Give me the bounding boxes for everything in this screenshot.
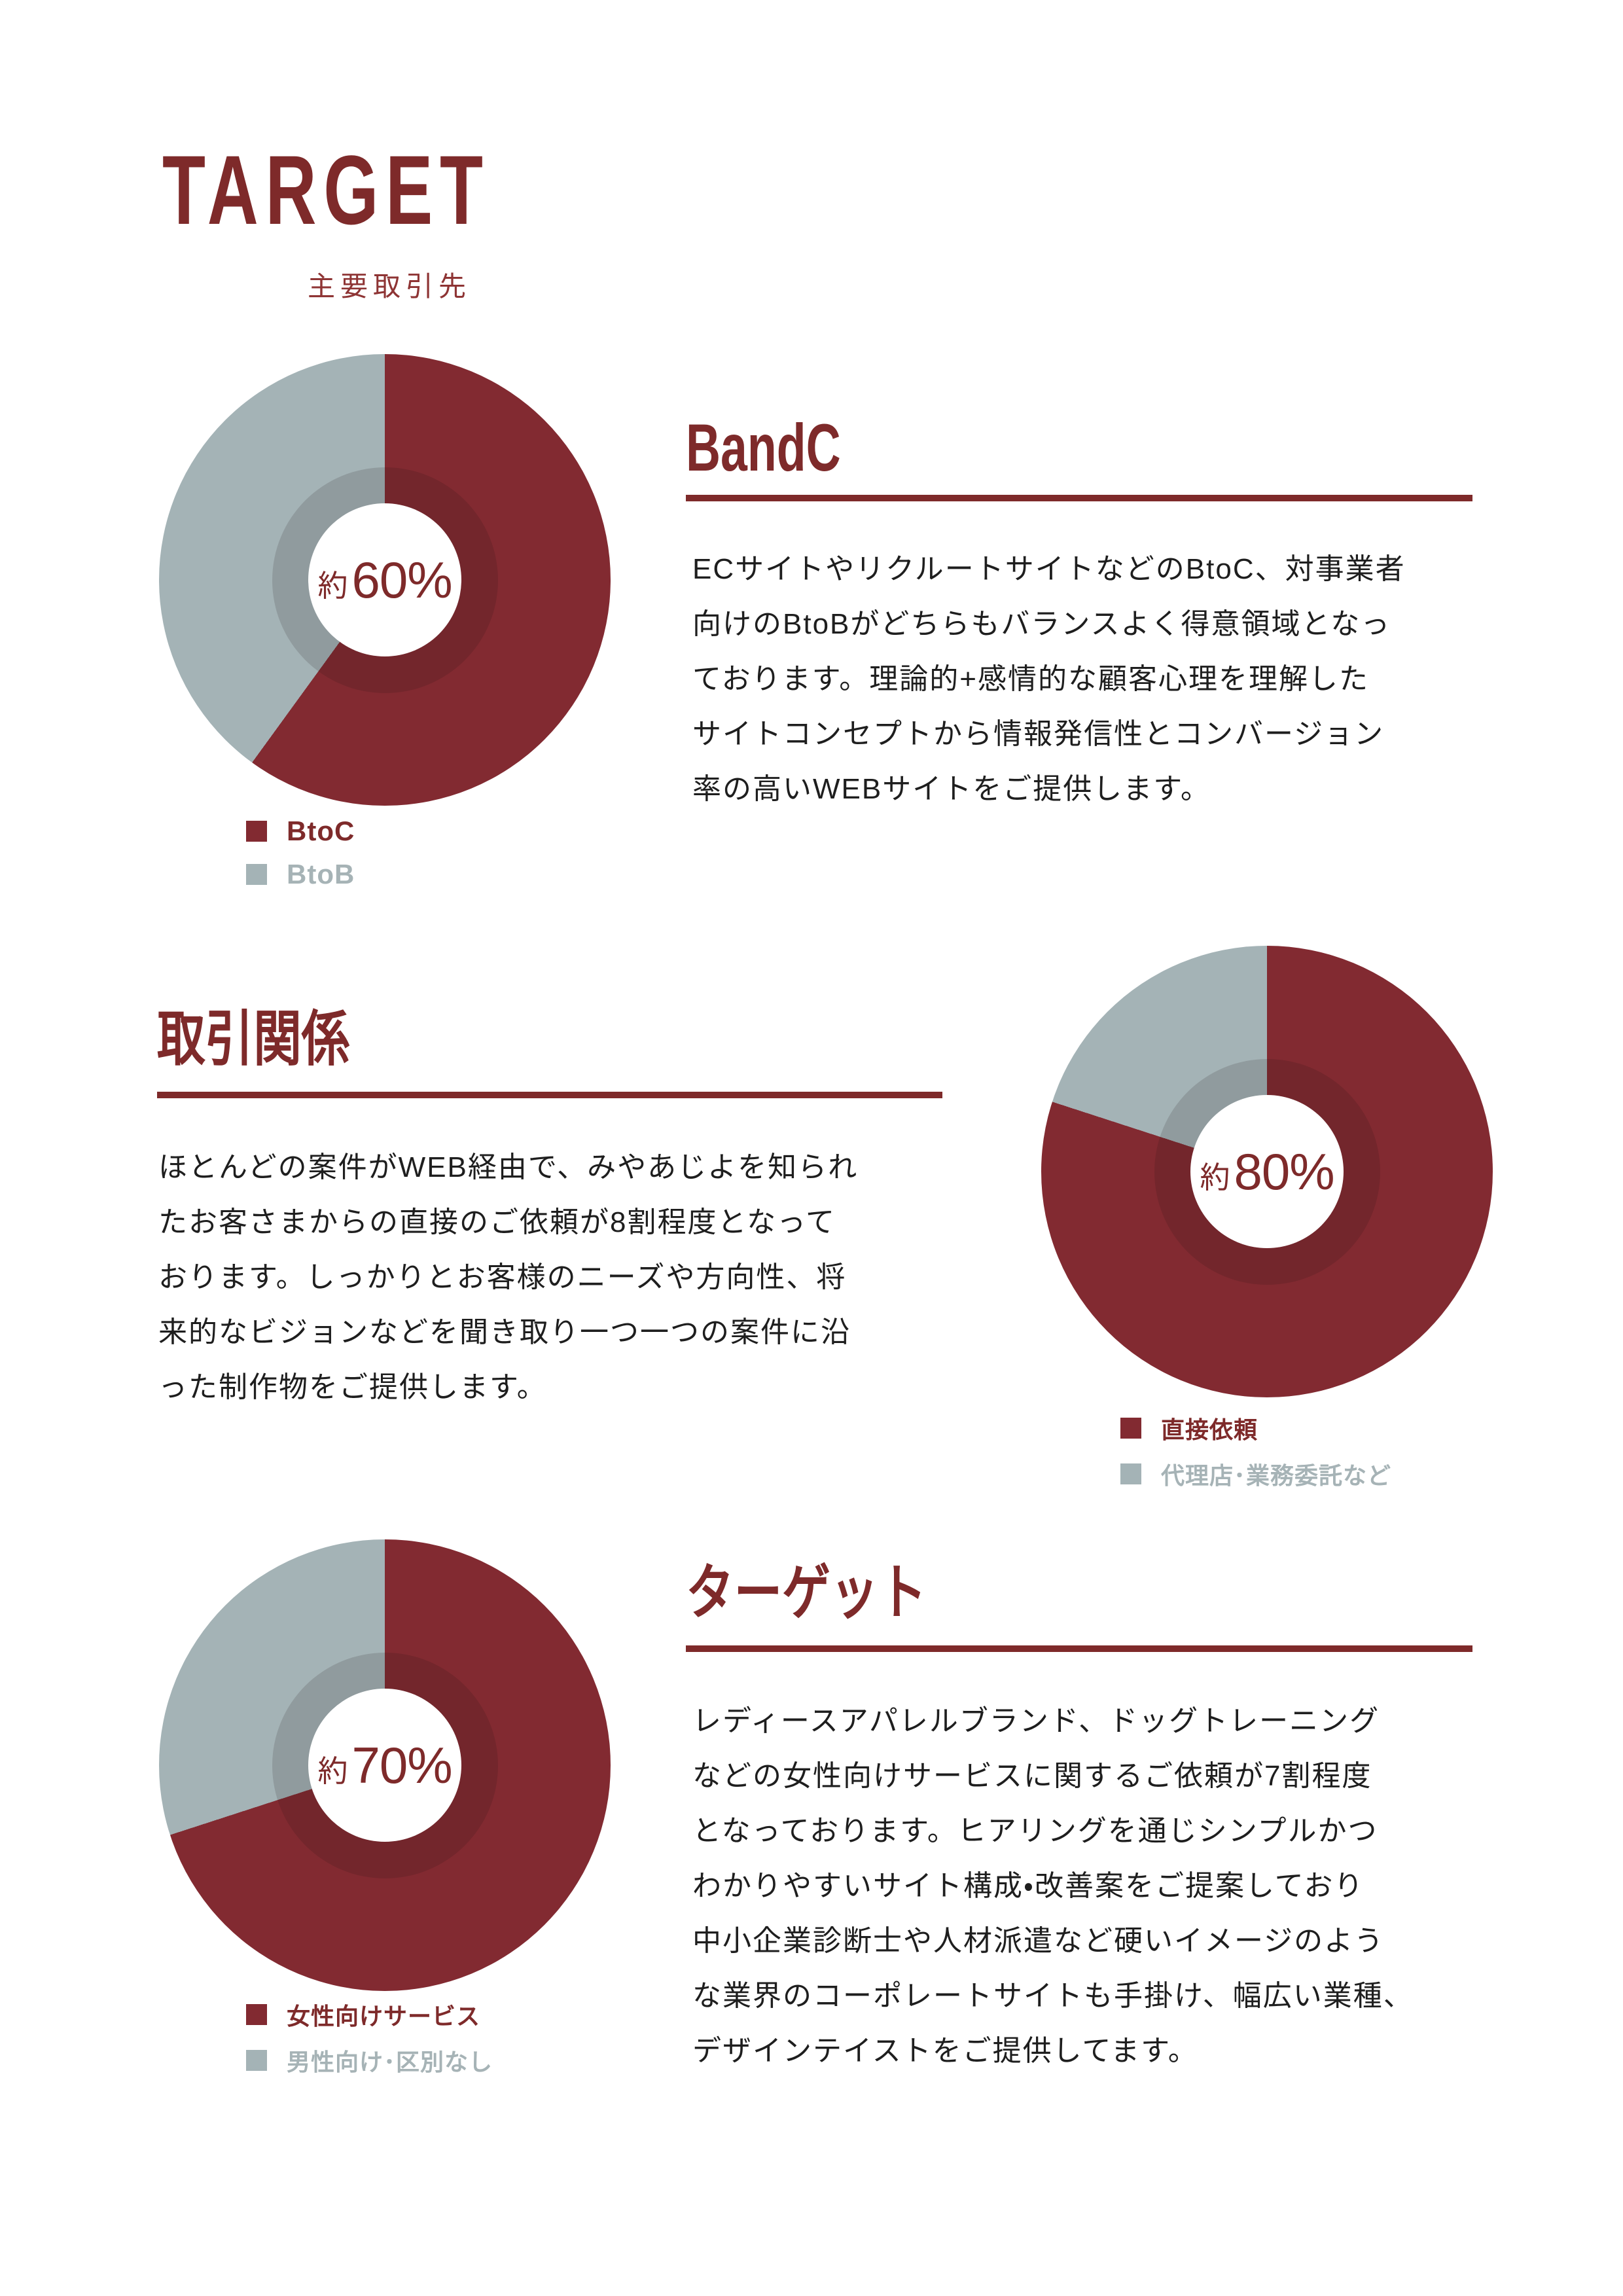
- legend-female-services: 女性向けサービス 男性向け･区別なし: [246, 1998, 493, 2089]
- legend-label: BtoB: [287, 859, 355, 889]
- legend-item: 男性向け･区別なし: [246, 2043, 493, 2077]
- legend-btoc-btob: BtoC BtoB: [246, 816, 355, 902]
- donut-center-label: 約 80%: [1041, 946, 1493, 1397]
- section-heading-target: ターゲット: [686, 1560, 987, 1626]
- percent-value: 60%: [351, 550, 452, 609]
- legend-swatch-red: [1120, 1418, 1141, 1439]
- legend-label: 代理店･業務委託など: [1161, 1462, 1392, 1489]
- legend-label: 男性向け･区別なし: [287, 2049, 493, 2075]
- legend-item: 代理店･業務委託など: [1120, 1457, 1391, 1491]
- legend-item: 直接依頼: [1120, 1411, 1391, 1445]
- legend-item: BtoC: [246, 816, 355, 847]
- section-heading-text: BandC: [686, 410, 841, 485]
- section-heading-bandc: BandC: [686, 411, 901, 484]
- legend-item: BtoB: [246, 859, 355, 890]
- legend-swatch-gray: [1120, 1463, 1141, 1484]
- donut-center-label: 約 60%: [159, 354, 611, 806]
- legend-direct-agency: 直接依頼 代理店･業務委託など: [1120, 1411, 1391, 1503]
- section-paragraph-target: レディースアパレルブランド、ドッグトレーニング などの女性向けサービスに関するご…: [692, 1705, 1414, 2067]
- donut-center-label: 約 70%: [159, 1539, 611, 1991]
- heading-rule: [686, 1645, 1472, 1652]
- percent-value: 80%: [1234, 1142, 1334, 1200]
- donut-chart-female-services: 約 70%: [159, 1539, 611, 1991]
- legend-item: 女性向けサービス: [246, 1998, 493, 2032]
- section-heading-torihiki: 取引関係: [157, 1006, 398, 1073]
- section-heading-text: 取引関係: [157, 1006, 350, 1073]
- approx-prefix: 約: [317, 1754, 348, 1788]
- legend-label: 直接依頼: [1161, 1416, 1258, 1443]
- legend-swatch-red: [246, 821, 267, 842]
- legend-swatch-red: [246, 2004, 267, 2025]
- legend-swatch-gray: [246, 2050, 267, 2071]
- approx-prefix: 約: [317, 569, 348, 603]
- heading-rule: [157, 1092, 942, 1098]
- legend-label: 女性向けサービス: [287, 2003, 481, 2030]
- approx-prefix: 約: [1200, 1160, 1230, 1194]
- donut-chart-direct-agency: 約 80%: [1041, 946, 1493, 1397]
- legend-swatch-gray: [246, 864, 267, 885]
- page-title-text: TARGET: [162, 135, 490, 245]
- page-subtitle: 主要取引先: [308, 271, 472, 302]
- legend-label: BtoC: [287, 816, 355, 846]
- section-paragraph-bandc: ECサイトやリクルートサイトなどのBtoC、対事業者 向けのBtoBがどちらもバ…: [692, 553, 1406, 805]
- page-title: TARGET: [162, 135, 618, 245]
- section-paragraph-torihiki: ほとんどの案件がWEB経由で、みやあじよを知られ たお客さまからの直接のご依頼が…: [158, 1151, 859, 1403]
- section-heading-text: ターゲット: [686, 1560, 927, 1626]
- donut-chart-btoc-btob: 約 60%: [159, 354, 611, 806]
- heading-rule: [686, 495, 1472, 501]
- percent-value: 70%: [351, 1736, 452, 1794]
